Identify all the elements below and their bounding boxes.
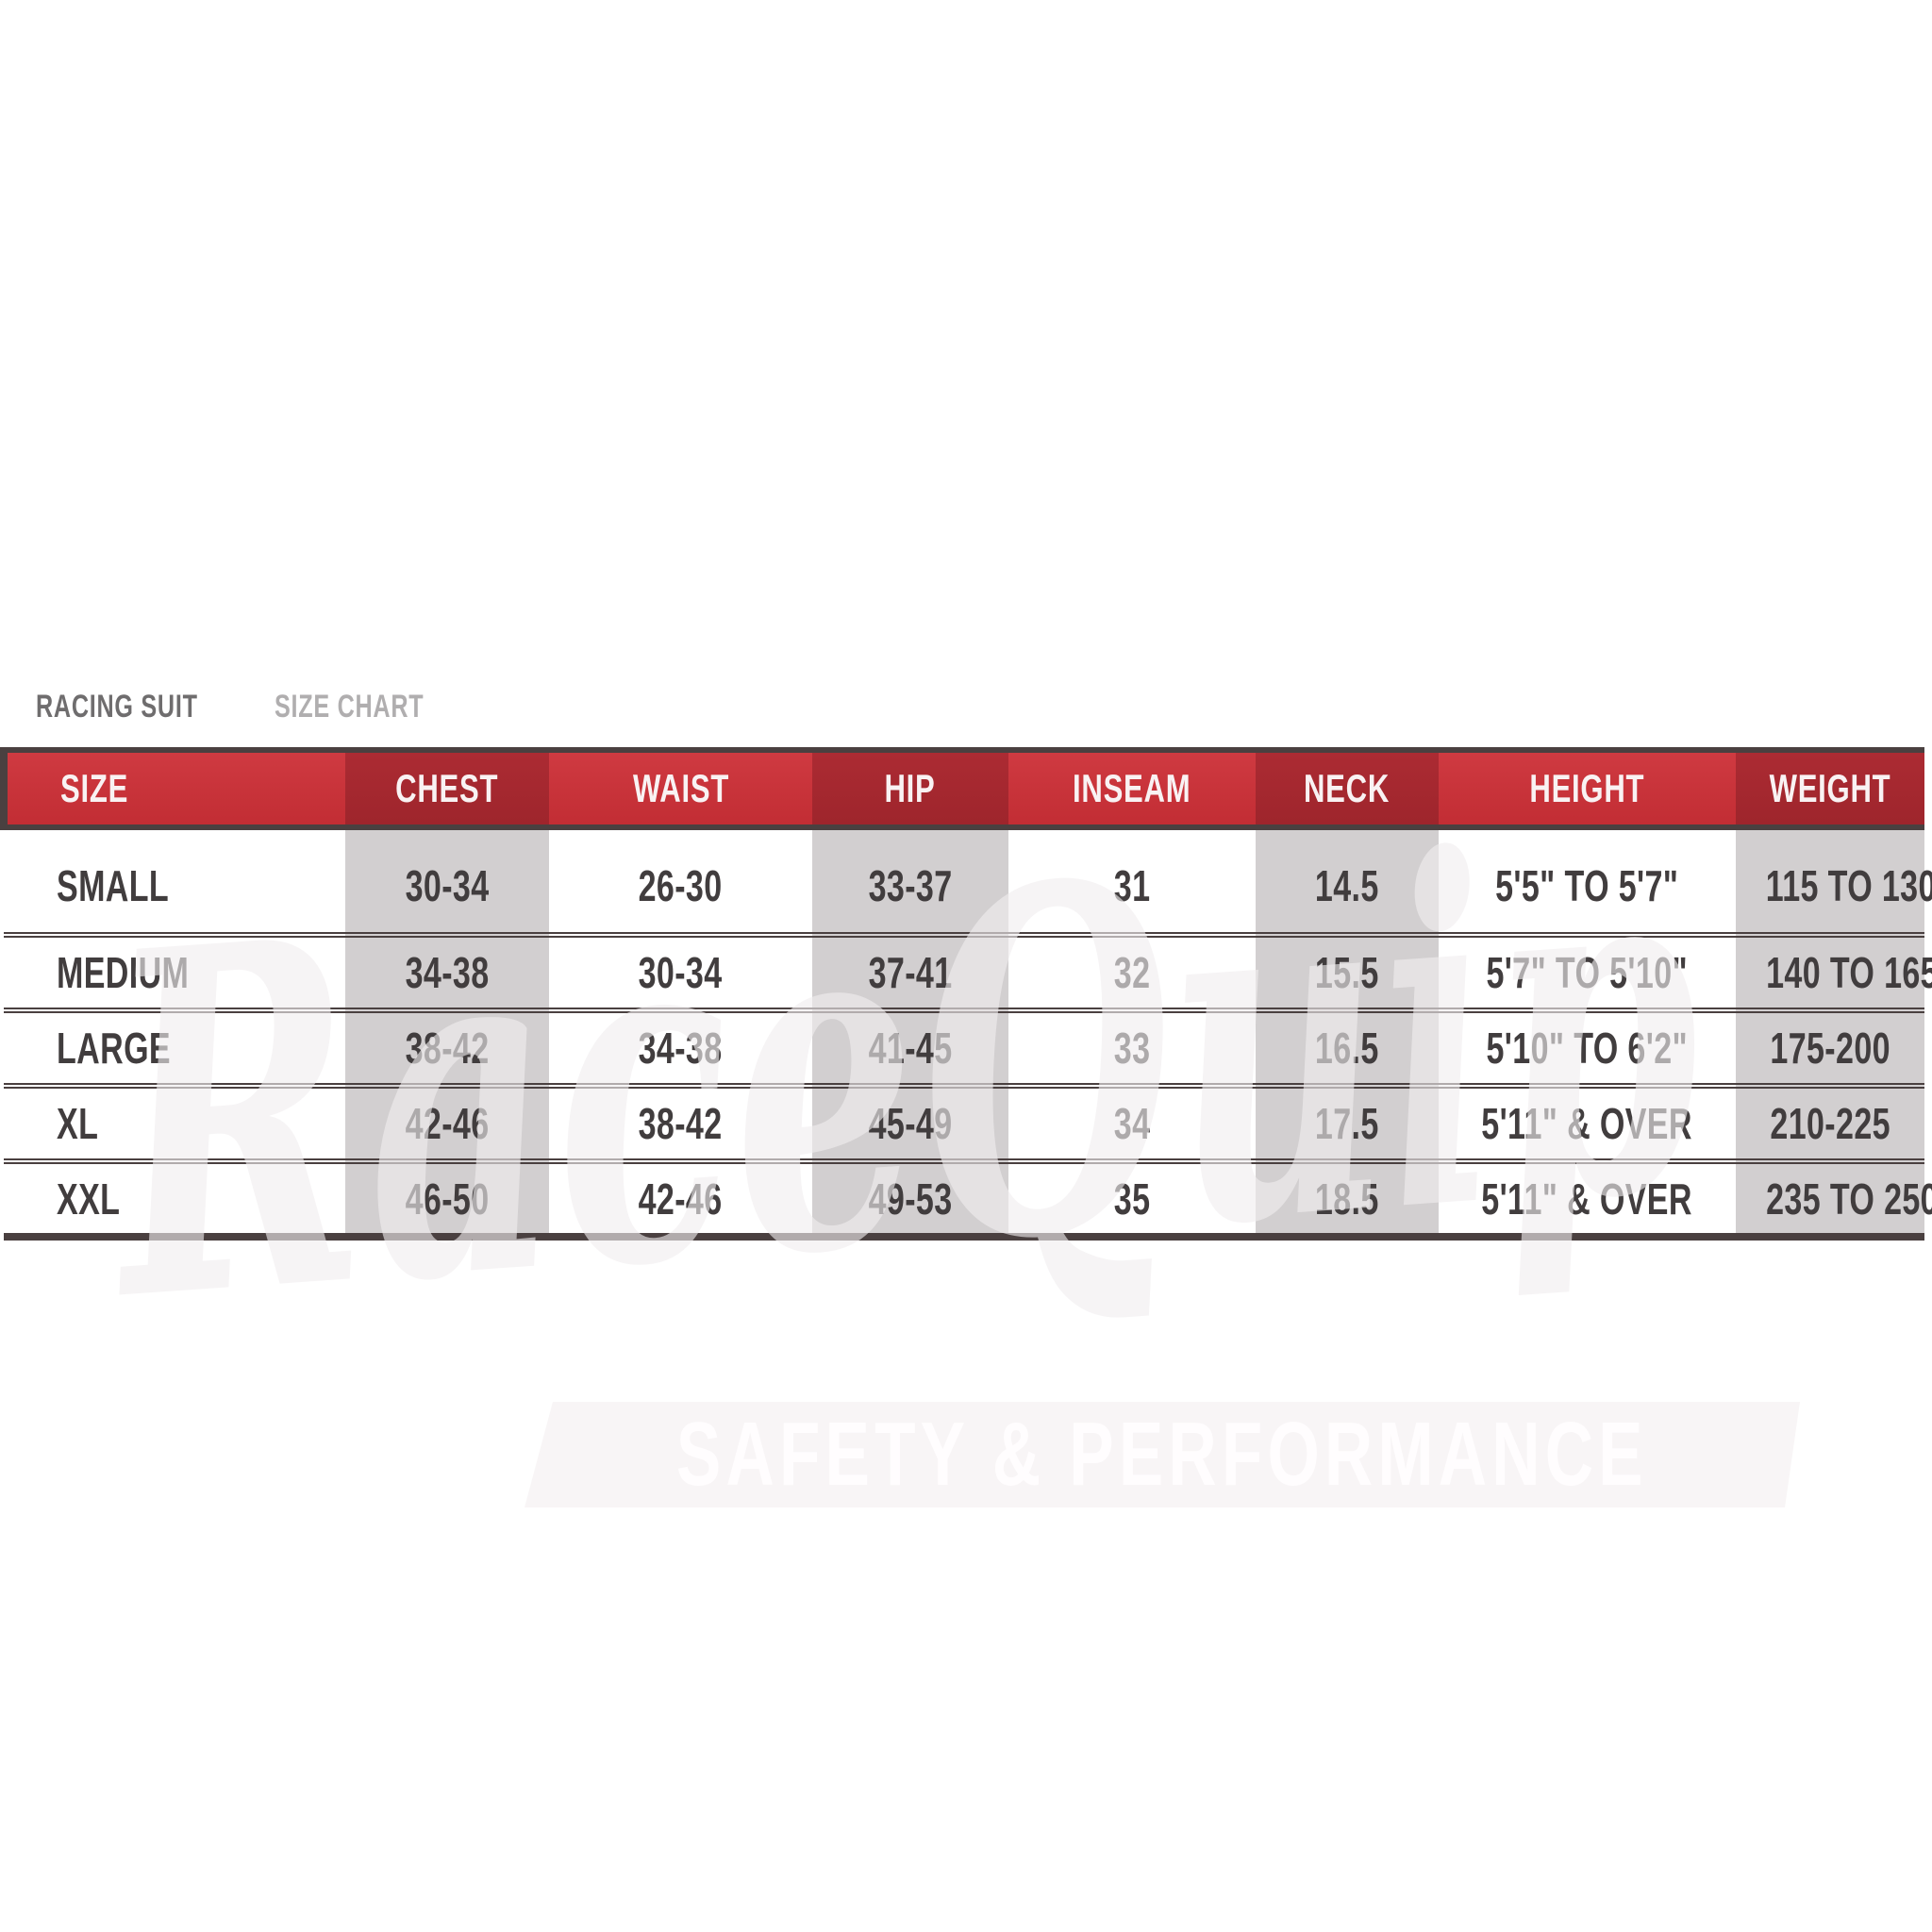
cell-waist: 38-42	[639, 1099, 723, 1148]
cell-waist: 34-38	[639, 1024, 723, 1073]
cell-size: LARGE	[57, 1024, 171, 1073]
tagline-band: SAFETY & PERFORMANCE	[525, 1402, 1800, 1507]
cell-neck: 17.5	[1315, 1099, 1379, 1148]
table-body: SMALL 30-34 26-30 33-37 31 14.5 5'5" TO …	[4, 827, 1932, 1237]
header-row: SIZE CHEST WAIST HIP INSEAM NECK HEIGHT …	[0, 750, 1924, 827]
cell-chest: 34-38	[405, 948, 490, 997]
cell-height: 5'10" TO 6'2"	[1486, 1024, 1689, 1073]
cell-waist: 26-30	[639, 861, 723, 910]
cell-inseam: 32	[1113, 948, 1151, 997]
header-cell-weight: WEIGHT	[1736, 750, 1924, 827]
cell-inseam: 33	[1113, 1024, 1151, 1073]
cell-height: 5'7" TO 5'10"	[1486, 948, 1689, 997]
cell-neck: 18.5	[1315, 1174, 1379, 1224]
header-cell-size: SIZE	[0, 750, 345, 827]
cell-inseam: 34	[1113, 1099, 1151, 1148]
cell-neck: 16.5	[1315, 1024, 1379, 1073]
page-title-primary: RACING SUIT	[36, 689, 198, 724]
cell-hip: 45-49	[868, 1099, 953, 1148]
cell-weight: 235 TO 250	[1766, 1174, 1932, 1224]
cell-hip: 37-41	[868, 948, 953, 997]
cell-inseam: 35	[1113, 1174, 1151, 1224]
page-title: RACING SUIT SIZE CHART	[36, 691, 476, 723]
table-row-small: SMALL 30-34 26-30 33-37 31 14.5 5'5" TO …	[4, 827, 1932, 935]
table-row-xl: XL 42-46 38-42 45-49 34 17.5 5'11" & OVE…	[4, 1086, 1924, 1161]
cell-neck: 14.5	[1315, 861, 1379, 910]
header-cell-chest: CHEST	[345, 750, 549, 827]
table-row-large: LARGE 38-42 34-38 41-45 33 16.5 5'10" TO…	[4, 1010, 1924, 1086]
table-row-medium: MEDIUM 34-38 30-34 37-41 32 15.5 5'7" TO…	[4, 935, 1932, 1010]
cell-size: SMALL	[57, 861, 170, 910]
cell-waist: 42-46	[639, 1174, 723, 1224]
cell-weight: 115 TO 130	[1765, 861, 1932, 910]
header-cell-neck: NECK	[1256, 750, 1439, 827]
cell-size: XL	[57, 1099, 99, 1148]
cell-chest: 42-46	[405, 1099, 490, 1148]
cell-hip: 33-37	[868, 861, 953, 910]
cell-neck: 15.5	[1315, 948, 1379, 997]
cell-chest: 46-50	[405, 1174, 490, 1224]
tagline-text: SAFETY & PERFORMANCE	[676, 1404, 1648, 1505]
cell-hip: 49-53	[868, 1174, 953, 1224]
cell-inseam: 31	[1113, 861, 1151, 910]
cell-height: 5'11" & OVER	[1481, 1099, 1693, 1148]
size-chart-table: SIZE CHEST WAIST HIP INSEAM NECK HEIGHT …	[0, 747, 1932, 1241]
header-cell-hip: HIP	[812, 750, 1008, 827]
header-cell-height: HEIGHT	[1439, 750, 1736, 827]
cell-weight: 140 TO 165	[1766, 948, 1932, 997]
cell-weight: 210-225	[1770, 1099, 1890, 1148]
cell-weight: 175-200	[1770, 1024, 1890, 1073]
cell-height: 5'11" & OVER	[1481, 1174, 1693, 1224]
table-row-xxl: XXL 46-50 42-46 49-53 35 18.5 5'11" & OV…	[4, 1161, 1932, 1237]
cell-hip: 41-45	[868, 1024, 953, 1073]
header-cell-waist: WAIST	[549, 750, 812, 827]
cell-chest: 30-34	[405, 861, 490, 910]
table-header: SIZE CHEST WAIST HIP INSEAM NECK HEIGHT …	[0, 750, 1924, 827]
page-title-secondary: SIZE CHART	[274, 689, 425, 724]
cell-waist: 30-34	[639, 948, 723, 997]
cell-chest: 38-42	[405, 1024, 490, 1073]
cell-size: XXL	[57, 1174, 121, 1224]
cell-size: MEDIUM	[57, 948, 190, 997]
header-cell-inseam: INSEAM	[1008, 750, 1256, 827]
cell-height: 5'5" TO 5'7"	[1495, 861, 1679, 910]
